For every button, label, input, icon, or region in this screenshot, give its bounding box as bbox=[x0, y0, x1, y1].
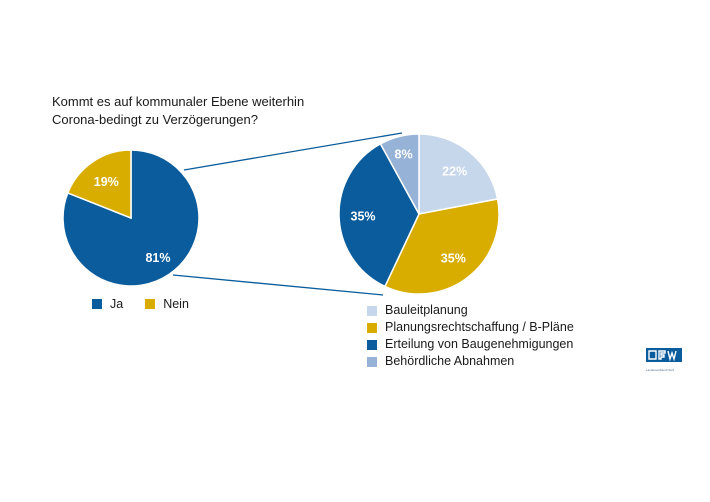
main-label-nein: 19% bbox=[94, 175, 119, 189]
pie-chart-main: 81% 19% bbox=[62, 149, 200, 287]
main-slice-ja bbox=[62, 149, 200, 287]
breakdown-legend-item-beh-rdliche-abnahmen: Behördliche Abnahmen bbox=[367, 353, 574, 370]
breakdown-legend-label: Erteilung von Baugenehmigungen bbox=[385, 337, 574, 351]
question-line-1: Kommt es auf kommunaler Ebene weiterhin bbox=[52, 94, 305, 109]
main-legend-swatch bbox=[145, 299, 156, 309]
main-legend-label: Ja bbox=[110, 297, 124, 311]
breakdown-slice-bauleitplanung bbox=[418, 133, 499, 215]
breakdown-label-planungsrechtschaffung-b-pl-ne: 35% bbox=[441, 252, 466, 266]
breakdown-slice-planungsrechtschaffung-b-pl-ne bbox=[383, 198, 500, 295]
main-slice-nein bbox=[66, 149, 132, 220]
breakdown-legend-label: Planungsrechtschaffung / B-Pläne bbox=[385, 320, 574, 334]
main-legend-swatch bbox=[92, 299, 102, 309]
connector-line-top bbox=[183, 132, 403, 171]
breakdown-legend-swatch bbox=[367, 339, 377, 350]
main-label-ja: 81% bbox=[145, 251, 170, 265]
legend-breakdown: Bauleitplanung Planungsrechtschaffung / B… bbox=[367, 302, 574, 370]
breakdown-legend-swatch bbox=[367, 356, 377, 367]
main-legend-label: Nein bbox=[163, 297, 189, 311]
connector-line-bottom bbox=[172, 274, 384, 296]
main-legend-item-nein: Nein bbox=[145, 297, 189, 311]
breakdown-slice-erteilung-von-baugenehmigungen bbox=[338, 142, 420, 288]
question-line-2: Corona-bedingt zu Verzögerungen? bbox=[52, 112, 258, 127]
breakdown-legend-label: Behördliche Abnahmen bbox=[385, 354, 515, 368]
breakdown-legend-swatch bbox=[367, 322, 377, 333]
legend-main: Ja Nein bbox=[92, 297, 189, 311]
main-legend-item-ja: Ja bbox=[92, 297, 123, 311]
connector-lines bbox=[172, 132, 403, 296]
bfw-logo-icon bbox=[646, 348, 682, 362]
pie-chart-breakdown: 22% 35% 35% 8% bbox=[338, 133, 500, 295]
chart-question: Kommt es auf kommunaler Ebene weiterhin … bbox=[52, 93, 352, 129]
breakdown-label-bauleitplanung: 22% bbox=[442, 164, 467, 178]
breakdown-legend-item-erteilung-von-baugenehmigungen: Erteilung von Baugenehmigungen bbox=[367, 336, 574, 353]
breakdown-label-erteilung-von-baugenehmigungen: 35% bbox=[351, 209, 376, 223]
breakdown-label-beh-rdliche-abnahmen: 8% bbox=[395, 147, 413, 161]
breakdown-legend-label: Bauleitplanung bbox=[385, 303, 468, 317]
logo-tagline: Landesverband Nord bbox=[646, 368, 675, 372]
breakdown-legend-item-bauleitplanung: Bauleitplanung bbox=[367, 302, 574, 319]
breakdown-slice-beh-rdliche-abnahmen bbox=[379, 133, 420, 215]
breakdown-legend-swatch bbox=[367, 305, 377, 316]
breakdown-legend-item-planungsrechtschaffung-b-pl-ne: Planungsrechtschaffung / B-Pläne bbox=[367, 319, 574, 336]
